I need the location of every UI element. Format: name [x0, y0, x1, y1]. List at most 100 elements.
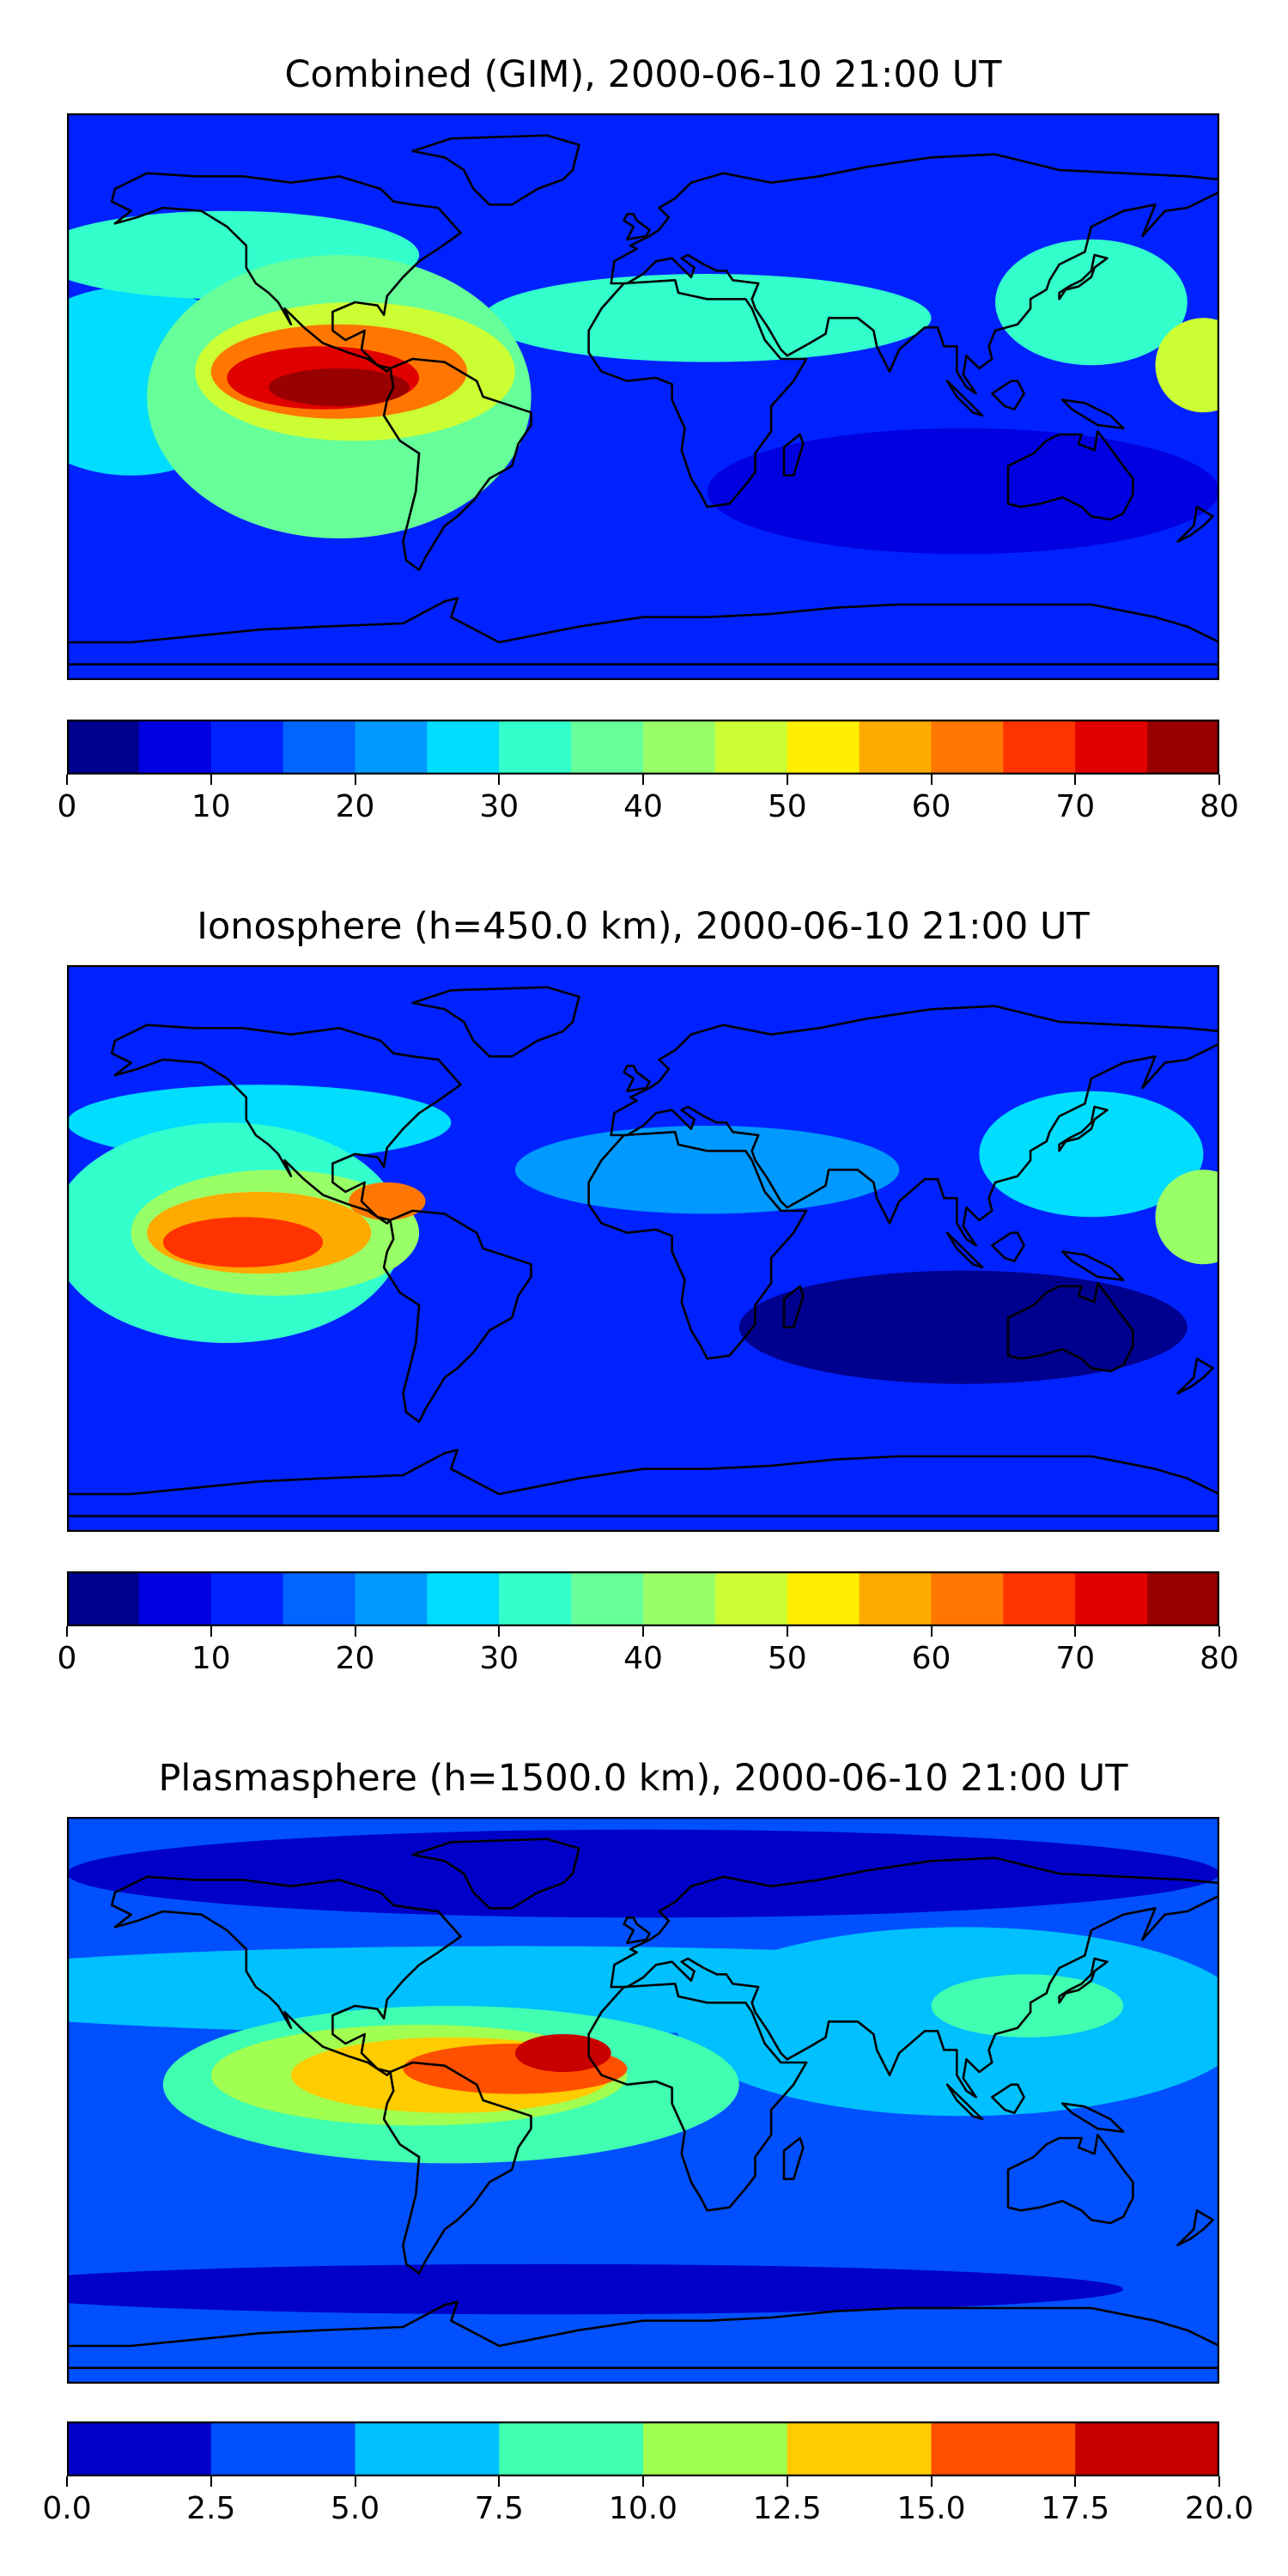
- colorbar-segment-1: [138, 720, 212, 775]
- uk-coast: [623, 1917, 651, 1944]
- colorbar-segment-6: [499, 720, 572, 775]
- colorbar-segment-0: [67, 2421, 212, 2476]
- antarctica-coast: [67, 2300, 1219, 2369]
- south-america-coast: [382, 2061, 532, 2275]
- greenland-coast: [411, 1838, 580, 1910]
- colorbar-segment-6: [931, 2421, 1076, 2476]
- colorbar-segment-13: [1003, 720, 1076, 775]
- colorbar-tick-mark: [1218, 2476, 1220, 2487]
- colorbar-segment-12: [931, 720, 1004, 775]
- colorbar-tick-label: 60: [911, 1641, 951, 1676]
- colorbar-segment-11: [859, 1571, 933, 1626]
- sumatra-coast: [945, 1231, 984, 1269]
- colorbar-tick-mark: [1074, 2476, 1077, 2487]
- colorbar-segment-14: [1075, 1571, 1148, 1626]
- map-frame: [67, 965, 1219, 1532]
- madagascar-coast: [782, 1285, 805, 1328]
- new-guinea-coast: [1061, 398, 1125, 429]
- colorbar-frame: [67, 2421, 1219, 2476]
- field-contour-6: [1155, 1170, 1219, 1265]
- antarctica-coast: [67, 1449, 1219, 1517]
- colorbar-segment-9: [714, 1571, 788, 1626]
- map-plot: [67, 965, 1219, 1532]
- colorbar-segment-0: [67, 1571, 140, 1626]
- field-contour-1: [67, 2263, 1123, 2315]
- colorbar-tick-label: 2.5: [186, 2491, 236, 2526]
- colorbar-tick-mark: [354, 775, 356, 785]
- colorbar-tick-label: 80: [1200, 1641, 1239, 1676]
- japan-coast: [1058, 253, 1109, 301]
- field-contour-11: [514, 2034, 611, 2072]
- africa-coast: [587, 1131, 808, 1360]
- colorbar-tick-label: 40: [623, 1641, 663, 1676]
- colorbar-tick-mark: [786, 1626, 788, 1637]
- map-plot: [67, 1817, 1219, 2384]
- new-guinea-coast: [1061, 2102, 1125, 2133]
- colorbar-tick-mark: [498, 1626, 501, 1637]
- colorbar-segment-8: [643, 720, 716, 775]
- colorbar-tick-label: 40: [623, 789, 663, 824]
- colorbar-tick-mark: [786, 775, 788, 785]
- eurasia-coast: [610, 153, 1219, 395]
- colorbar-tick-label: 0.0: [42, 2491, 92, 2526]
- colorbar-segment-9: [714, 720, 788, 775]
- japan-coast: [1058, 1105, 1109, 1152]
- colorbar-tick-mark: [930, 2476, 933, 2487]
- colorbar-segment-5: [787, 2421, 933, 2476]
- colorbar-tick-mark: [210, 2476, 212, 2487]
- colorbar-segment-11: [859, 720, 933, 775]
- colorbar-tick-mark: [354, 1626, 356, 1637]
- australia-coast: [1006, 1282, 1134, 1373]
- colorbar: [67, 1571, 1219, 1626]
- field-contour-0: [67, 1829, 1219, 1918]
- colorbar-tick-label: 80: [1200, 789, 1239, 824]
- field-contour-4: [995, 239, 1188, 366]
- colorbar-segment-8: [643, 1571, 716, 1626]
- colorbar-tick-label: 10: [191, 789, 231, 824]
- colorbar-tick-label: 70: [1055, 1641, 1096, 1676]
- colorbar-segment-14: [1075, 720, 1148, 775]
- colorbar-segment-7: [571, 720, 644, 775]
- field-contour-1: [514, 1126, 900, 1214]
- colorbar-tick-mark: [498, 2476, 501, 2487]
- madagascar-coast: [782, 2136, 805, 2180]
- new-guinea-coast: [1061, 1250, 1125, 1281]
- colorbar-segment-3: [499, 2421, 644, 2476]
- new-zealand-coast: [1176, 1358, 1214, 1394]
- japan-coast: [1058, 1957, 1109, 2004]
- panel-title: Combined (GIM), 2000-06-10 21:00 UT: [284, 53, 1002, 96]
- colorbar-segment-1: [210, 2421, 356, 2476]
- greenland-coast: [411, 134, 580, 206]
- australia-coast: [1006, 430, 1134, 521]
- colorbar-tick-mark: [642, 2476, 644, 2487]
- colorbar-segment-2: [210, 720, 284, 775]
- colorbar-segment-15: [1147, 720, 1219, 775]
- colorbar-tick-mark: [66, 775, 68, 785]
- field-contour-7: [1155, 318, 1219, 413]
- colorbar-tick-mark: [1218, 775, 1220, 785]
- antarctica-coast: [67, 597, 1219, 665]
- sumatra-coast: [945, 2083, 984, 2121]
- borneo-coast: [991, 380, 1025, 410]
- colorbar-tick-mark: [66, 1626, 68, 1637]
- colorbar-segment-2: [210, 1571, 284, 1626]
- north-america-coast: [110, 172, 462, 373]
- field-contour-3: [483, 274, 932, 362]
- colorbar-tick-mark: [1218, 1626, 1220, 1637]
- colorbar-segment-3: [283, 1571, 356, 1626]
- colorbar-segment-4: [355, 720, 428, 775]
- colorbar-tick-mark: [786, 2476, 788, 2487]
- colorbar-tick-mark: [930, 1626, 933, 1637]
- colorbar-segment-12: [931, 1571, 1004, 1626]
- colorbar-tick-mark: [642, 775, 644, 785]
- colorbar-ticks: 0.0 2.5 5.0 7.5 10.0 12.5 15.0 17.5 20.0: [42, 2476, 1254, 2537]
- map-frame: [67, 113, 1219, 680]
- colorbar-tick-label: 12.5: [752, 2491, 822, 2526]
- colorbar-tick-mark: [1074, 1626, 1077, 1637]
- uk-coast: [623, 1065, 651, 1092]
- australia-coast: [1006, 2134, 1134, 2225]
- map-frame: [67, 1817, 1219, 2384]
- field-contour-8: [349, 1182, 426, 1220]
- colorbar-tick-label: 0: [57, 1641, 77, 1676]
- colorbar-tick-label: 7.5: [474, 2491, 524, 2526]
